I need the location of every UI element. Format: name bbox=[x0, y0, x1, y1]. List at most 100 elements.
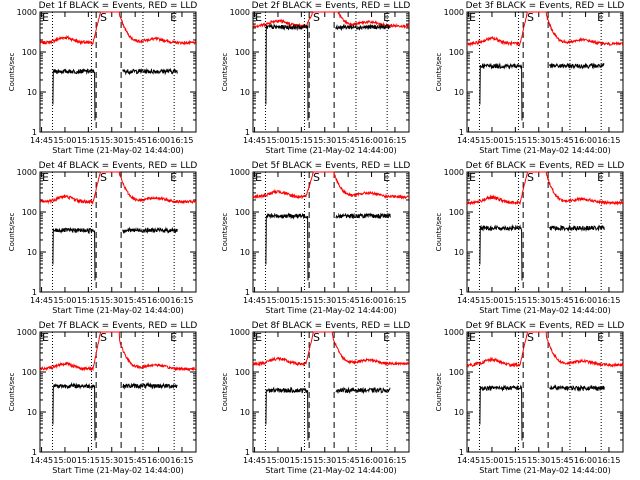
y-axis-label: Counts/sec bbox=[435, 213, 443, 252]
x-axis-label: Start Time (21-May-02 14:44:00) bbox=[265, 306, 396, 315]
events-series-line bbox=[549, 384, 605, 392]
y-tick-label: 1000 bbox=[444, 328, 464, 337]
y-tick-label: 100 bbox=[22, 48, 37, 57]
x-tick-label: 15:00 bbox=[53, 296, 76, 305]
e-marker-right: E bbox=[597, 171, 604, 184]
panel-title: Det 2f BLACK = Events, RED = LLD bbox=[252, 1, 411, 11]
s-marker: S bbox=[527, 11, 534, 24]
events-series-line bbox=[549, 62, 605, 70]
y-tick-label: 100 bbox=[235, 48, 250, 57]
x-tick-label: 14:45 bbox=[457, 456, 480, 465]
y-tick-label: 1 bbox=[459, 288, 464, 297]
y-axis-label: Counts/sec bbox=[435, 373, 443, 412]
y-axis-label: Counts/sec bbox=[435, 53, 443, 92]
x-tick-label: 15:15 bbox=[77, 136, 100, 145]
e-marker-right: E bbox=[383, 171, 390, 184]
y-tick-label: 100 bbox=[22, 208, 37, 217]
x-tick-label: 14:45 bbox=[457, 136, 480, 145]
y-axis-label: Counts/sec bbox=[8, 373, 16, 412]
e-marker-left: E bbox=[255, 171, 262, 184]
y-tick-label: 1 bbox=[459, 448, 464, 457]
lld-series-line bbox=[39, 11, 197, 46]
x-tick-label: 15:00 bbox=[266, 296, 289, 305]
events-series-line bbox=[479, 224, 523, 281]
e-marker-right: E bbox=[170, 11, 177, 24]
panel-title: Det 1f BLACK = Events, RED = LLD bbox=[39, 1, 198, 11]
y-tick-label: 1 bbox=[245, 288, 250, 297]
e-marker-right: E bbox=[170, 331, 177, 344]
y-tick-label: 100 bbox=[449, 208, 464, 217]
s-marker: S bbox=[100, 331, 107, 344]
e-marker-left: E bbox=[255, 331, 262, 344]
x-tick-label: 15:15 bbox=[290, 456, 313, 465]
x-axis-label: Start Time (21-May-02 14:44:00) bbox=[479, 466, 610, 475]
plot-frame bbox=[39, 171, 197, 293]
x-tick-label: 15:45 bbox=[124, 456, 147, 465]
x-tick-label: 14:45 bbox=[30, 136, 53, 145]
y-tick-label: 1000 bbox=[444, 8, 464, 17]
lld-series-line bbox=[252, 171, 410, 200]
y-tick-label: 1 bbox=[32, 288, 37, 297]
y-tick-label: 1000 bbox=[230, 8, 250, 17]
plot-frame bbox=[252, 11, 410, 133]
x-tick-label: 15:45 bbox=[337, 456, 360, 465]
x-tick-label: 16:15 bbox=[383, 136, 406, 145]
y-tick-label: 10 bbox=[240, 248, 250, 257]
x-tick-label: 14:45 bbox=[457, 296, 480, 305]
e-marker-right: E bbox=[597, 11, 604, 24]
events-series-line bbox=[549, 224, 605, 232]
panel-title: Det 7f BLACK = Events, RED = LLD bbox=[39, 321, 198, 331]
plot-frame bbox=[252, 171, 410, 293]
y-tick-label: 100 bbox=[235, 208, 250, 217]
e-marker-left: E bbox=[469, 11, 476, 24]
x-tick-label: 15:15 bbox=[504, 136, 527, 145]
x-tick-label: 15:30 bbox=[100, 136, 123, 145]
y-tick-label: 10 bbox=[454, 408, 464, 417]
x-tick-label: 14:45 bbox=[30, 456, 53, 465]
y-tick-label: 10 bbox=[27, 88, 37, 97]
e-marker-left: E bbox=[42, 171, 49, 184]
y-tick-label: 10 bbox=[240, 408, 250, 417]
x-tick-label: 15:30 bbox=[527, 136, 550, 145]
x-tick-label: 16:15 bbox=[170, 296, 193, 305]
x-tick-label: 16:00 bbox=[147, 136, 170, 145]
s-marker: S bbox=[527, 171, 534, 184]
e-marker-right: E bbox=[383, 11, 390, 24]
e-marker-right: E bbox=[383, 331, 390, 344]
y-tick-label: 1000 bbox=[444, 168, 464, 177]
s-marker: S bbox=[100, 171, 107, 184]
x-tick-label: 15:45 bbox=[337, 296, 360, 305]
x-tick-label: 15:15 bbox=[504, 456, 527, 465]
y-tick-label: 1000 bbox=[17, 328, 37, 337]
x-axis-label: Start Time (21-May-02 14:44:00) bbox=[52, 146, 183, 155]
x-tick-label: 15:30 bbox=[527, 296, 550, 305]
lld-series-line bbox=[39, 331, 196, 372]
s-marker: S bbox=[313, 331, 320, 344]
plot-frame bbox=[466, 11, 624, 133]
x-tick-label: 14:45 bbox=[243, 136, 266, 145]
events-series-line bbox=[479, 384, 523, 441]
s-marker: S bbox=[100, 11, 107, 24]
y-tick-label: 10 bbox=[454, 248, 464, 257]
x-tick-label: 15:00 bbox=[266, 136, 289, 145]
events-series-line bbox=[122, 67, 178, 76]
s-marker: S bbox=[527, 331, 534, 344]
y-axis-label: Counts/sec bbox=[221, 373, 229, 412]
x-tick-label: 15:45 bbox=[551, 296, 574, 305]
x-tick-label: 16:00 bbox=[360, 456, 383, 465]
e-marker-left: E bbox=[42, 11, 49, 24]
e-marker-right: E bbox=[597, 331, 604, 344]
y-tick-label: 10 bbox=[454, 88, 464, 97]
y-tick-label: 1 bbox=[32, 128, 37, 137]
x-tick-label: 15:00 bbox=[480, 456, 503, 465]
s-marker: S bbox=[313, 171, 320, 184]
x-tick-label: 16:15 bbox=[597, 136, 620, 145]
x-tick-label: 15:45 bbox=[337, 136, 360, 145]
x-tick-label: 16:15 bbox=[170, 456, 193, 465]
y-axis-label: Counts/sec bbox=[221, 213, 229, 252]
x-tick-label: 15:15 bbox=[290, 296, 313, 305]
plot-frame bbox=[466, 171, 624, 293]
y-tick-label: 1 bbox=[245, 448, 250, 457]
panel-title: Det 8f BLACK = Events, RED = LLD bbox=[252, 321, 411, 331]
